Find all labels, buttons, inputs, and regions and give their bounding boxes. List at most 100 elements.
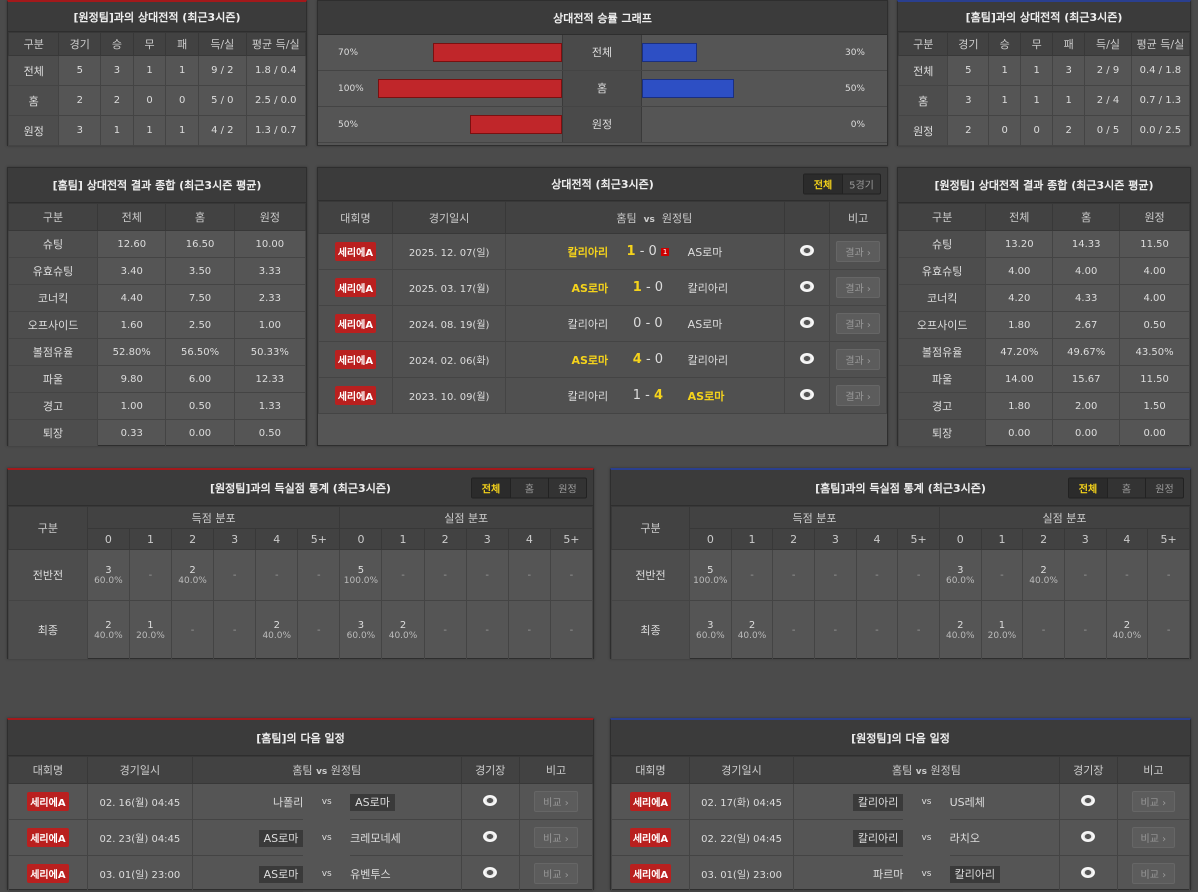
compare-button[interactable]: 비교 › [1131, 863, 1176, 884]
stadium-icon[interactable] [799, 244, 814, 256]
column-header: 무 [1020, 32, 1054, 56]
away-win-rate: 50% [844, 83, 865, 94]
label-header: 구분 [8, 506, 88, 550]
goal-distribution-table: 구분 득점 분포 실점 분포 0 1 2 3 4 5+ 0 1 2 3 4 5+ 전반전 5 100.0% - - - -… [610, 506, 1191, 660]
graph-row: 100% 홈 50% [318, 71, 887, 107]
cell: 4.00 [985, 257, 1054, 285]
compare-button[interactable]: 비교 › [534, 791, 578, 812]
empty-cell: - [401, 569, 405, 581]
league-badge: 세리에A [334, 350, 377, 369]
empty-cell: - [527, 624, 532, 636]
cell: 1 [988, 85, 1022, 116]
cell: 3.33 [233, 257, 307, 285]
away-win-rate: 0% [850, 119, 865, 130]
tab-0[interactable]: 전체 [804, 174, 842, 194]
tab-2[interactable]: 원정 [1145, 478, 1183, 497]
stadium-icon[interactable] [1081, 794, 1096, 806]
match-row: 세리에A 2024. 02. 06(화) AS로마 4 - 0 칼리아리 결과 › [318, 341, 887, 378]
stadium-icon[interactable] [483, 866, 498, 878]
home-score: 1 [632, 280, 642, 295]
goal-count-header: 5+ [297, 528, 341, 550]
score-separator: - [645, 352, 651, 367]
column-header: 원정팀 [930, 764, 961, 777]
compare-button[interactable]: 비교 › [534, 827, 578, 848]
result-button[interactable]: 결과 › [836, 277, 880, 298]
tab-1[interactable]: 홈 [510, 478, 548, 497]
match-date: 03. 01(일) 23:00 [701, 870, 782, 881]
vs-label: vs [643, 214, 655, 225]
result-button[interactable]: 결과 › [836, 349, 880, 370]
stadium-icon[interactable] [483, 794, 498, 806]
row-label: 경고 [7, 392, 99, 420]
empty-cell: - [1041, 624, 1046, 636]
cell: 4.00 [1119, 284, 1190, 312]
goal-count-header: 0 [938, 528, 982, 550]
empty-cell: - [875, 624, 879, 636]
stadium-icon[interactable] [799, 388, 814, 400]
column-header: 비고 [1116, 756, 1191, 784]
tab-1[interactable]: 5경기 [842, 174, 880, 194]
column-header: 평균 득/실 [245, 32, 307, 56]
goal-count: 2 [273, 619, 280, 631]
panel-header: [홈팀] 상대전적 결과 종합 (최근3시즌 평균) [8, 168, 306, 203]
cell: 1 [1020, 55, 1054, 86]
goal-count: 3 [707, 619, 714, 631]
goal-count-header: 5+ [897, 528, 940, 550]
column-header: 홈팀 [616, 211, 637, 225]
cell: 47.20% [985, 338, 1054, 366]
schedule-row: 세리에A 03. 01(일) 23:00 AS로마 vs 유벤투스 비교 › [8, 855, 594, 892]
away-stats-panel: [원정팀] 상대전적 결과 종합 (최근3시즌 평균) 구분 전체 홈 원정 슈팅 13.2… [897, 167, 1191, 447]
compare-button[interactable]: 비교 › [1131, 791, 1176, 812]
tab-2[interactable]: 원정 [548, 478, 586, 497]
result-button[interactable]: 결과 › [836, 313, 880, 334]
tab-1[interactable]: 홈 [1107, 478, 1145, 497]
stadium-icon[interactable] [483, 830, 498, 842]
away-team: AS로마 [687, 317, 723, 331]
goal-count-header: 2 [423, 528, 467, 550]
panel-header: 상대전적 (최근3시즌) 전체 5경기 [318, 168, 887, 201]
goal-count: 3 [357, 619, 365, 631]
compare-button-label: 비교 [1140, 870, 1159, 881]
panel-header: [홈팀]과의 상대전적 (최근3시즌) [898, 2, 1190, 32]
panel-title: [원정팀] 상대전적 결과 종합 (최근3시즌 평균) [934, 179, 1154, 192]
match-row: 세리에A 2025. 03. 17(월) AS로마 1 - 0 칼리아리 결과 › [318, 269, 887, 306]
tab-0[interactable]: 전체 [1069, 478, 1107, 497]
empty-cell: - [485, 569, 490, 581]
stadium-icon[interactable] [799, 316, 814, 328]
compare-button[interactable]: 비교 › [1131, 827, 1176, 848]
cell: 2.67 [1052, 311, 1121, 339]
empty-cell: - [916, 569, 921, 581]
stadium-icon[interactable] [799, 352, 814, 364]
compare-button[interactable]: 비교 › [534, 863, 578, 884]
row-label: 전반전 [635, 569, 666, 582]
cell: 0.00 [1119, 419, 1190, 447]
stadium-icon[interactable] [1081, 830, 1096, 842]
goal-count-header: 0 [86, 528, 130, 550]
goal-percent: 40.0% [178, 575, 207, 586]
result-button[interactable]: 결과 › [836, 241, 880, 262]
vs-label: vs [915, 767, 928, 777]
match-date: 2025. 12. 07(일) [408, 248, 490, 259]
cell: 0 / 5 [1084, 115, 1132, 146]
match-date: 2023. 10. 09(월) [408, 392, 490, 403]
empty-cell: - [1125, 569, 1129, 581]
tab-0[interactable]: 전체 [472, 478, 510, 497]
column-header: 경기일시 [689, 756, 795, 784]
goal-percent: 40.0% [945, 630, 975, 641]
result-button[interactable]: 결과 › [836, 385, 880, 406]
row-label: 퇴장 [7, 419, 99, 447]
column-header: 패 [1052, 32, 1086, 56]
match-date: 02. 22(일) 04:45 [701, 834, 782, 845]
row-label: 전체 [897, 55, 949, 86]
table-row: 오프사이드 1.80 2.67 0.50 [897, 311, 1190, 339]
stadium-icon[interactable] [799, 280, 814, 292]
empty-cell: - [443, 569, 447, 581]
home-team: AS로마 [571, 281, 609, 295]
goal-count-header: 4 [507, 528, 551, 550]
goal-count: 3 [957, 564, 964, 576]
cell: 0.50 [233, 419, 307, 447]
table-row: 파울 9.80 6.00 12.33 [7, 365, 307, 393]
column-header: 무 [132, 32, 167, 56]
stadium-icon[interactable] [1081, 866, 1096, 878]
